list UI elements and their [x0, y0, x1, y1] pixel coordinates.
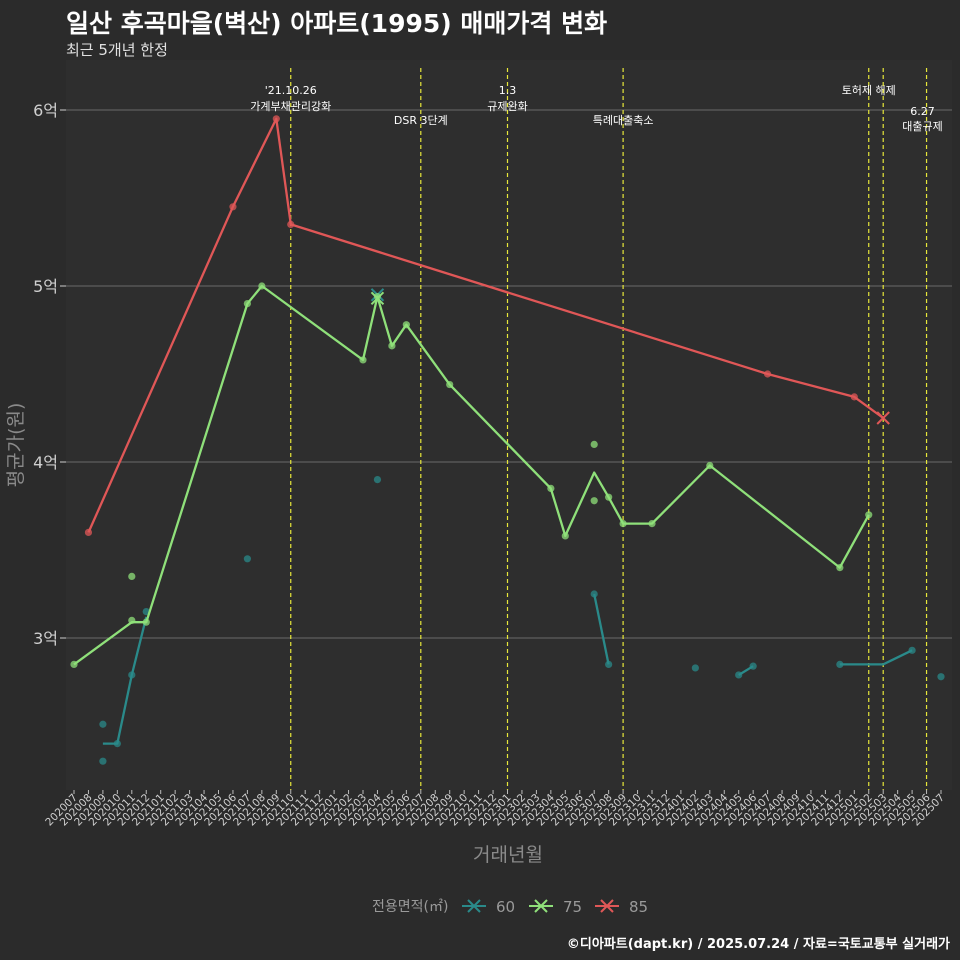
- data-point: [605, 660, 613, 669]
- data-point: [605, 493, 613, 501]
- y-tick-label: 5억: [33, 277, 58, 296]
- event-label: 1.3: [499, 84, 517, 97]
- data-point: [128, 671, 136, 679]
- legend: 전용면적(㎡) 60 75 85: [372, 898, 648, 916]
- y-tick-label: 3억: [33, 629, 58, 648]
- data-point: [402, 321, 410, 329]
- data-point: [258, 282, 266, 290]
- data-point: [590, 590, 598, 598]
- data-point: [243, 300, 251, 308]
- legend-key-cross: [600, 899, 614, 913]
- data-point: [388, 342, 396, 350]
- chart-title: 일산 후곡마을(벽산) 아파트(1995) 매매가격 변화: [66, 9, 608, 38]
- series-85: [84, 115, 884, 537]
- data-point: [590, 497, 598, 505]
- data-point: [547, 484, 555, 492]
- x-axis-title: 거래년월: [473, 844, 543, 866]
- data-point: [128, 616, 136, 625]
- y-tick-label: 6억: [33, 101, 58, 120]
- data-point: [272, 115, 280, 123]
- event-label: 가계부채관리강화: [250, 100, 331, 113]
- y-axis-title: 평균가(원): [5, 403, 27, 488]
- event-label: '21.10.26: [265, 84, 317, 97]
- event-label: 특례대출축소: [593, 114, 654, 127]
- data-point: [735, 671, 743, 679]
- legend-title: 전용면적(㎡): [372, 899, 448, 915]
- data-point: [99, 720, 107, 728]
- data-point: [619, 520, 627, 528]
- y-tick-label: 4억: [33, 453, 58, 472]
- data-point: [691, 664, 699, 672]
- plot-background: [66, 60, 952, 790]
- event-label: 대출규제: [902, 120, 942, 133]
- data-point: [908, 646, 916, 654]
- data-point: [836, 564, 844, 572]
- data-point: [99, 757, 107, 765]
- chart-subtitle: 최근 5개년 한정: [66, 41, 168, 59]
- data-point: [373, 292, 382, 301]
- event-label: 토허제 해제: [842, 83, 896, 97]
- data-point: [706, 461, 714, 470]
- legend-item-60: 60: [496, 898, 515, 916]
- series-75: [70, 282, 873, 669]
- latest-marker-75: [370, 291, 385, 306]
- data-point: [590, 440, 598, 448]
- event-label: 규제완화: [487, 100, 527, 113]
- data-point: [561, 532, 569, 540]
- source-caption: ©디아파트(dapt.kr) / 2025.07.24 / 자료=국토교통부 실…: [566, 937, 950, 952]
- data-point: [850, 393, 858, 401]
- legend-key-cross: [467, 899, 481, 913]
- data-point: [764, 370, 772, 378]
- event-label: 6.27: [910, 105, 935, 118]
- data-point: [359, 356, 367, 364]
- series-line-60: [593, 593, 610, 665]
- data-point: [113, 740, 121, 748]
- data-point: [937, 673, 945, 681]
- series-line-60: [839, 649, 913, 666]
- data-point: [287, 220, 295, 228]
- data-point: [128, 572, 136, 581]
- data-point: [70, 660, 78, 669]
- data-point: [749, 662, 757, 670]
- legend-key-cross: [534, 899, 548, 913]
- data-point: [373, 476, 382, 484]
- series-line-60: [102, 616, 148, 745]
- data-point: [229, 203, 237, 211]
- series-60: [99, 476, 945, 765]
- data-point: [865, 511, 873, 519]
- x-axis: 2020072020082020092020102020112020122021…: [43, 790, 947, 828]
- legend-item-75: 75: [563, 898, 582, 916]
- data-point: [84, 528, 93, 537]
- data-point: [446, 380, 454, 389]
- data-point: [836, 660, 844, 669]
- event-label: DSR 3단계: [394, 114, 448, 127]
- legend-item-85: 85: [629, 898, 648, 916]
- data-point: [142, 618, 150, 626]
- data-point: [648, 520, 656, 528]
- data-point: [243, 555, 251, 563]
- latest-marker-85: [876, 411, 890, 425]
